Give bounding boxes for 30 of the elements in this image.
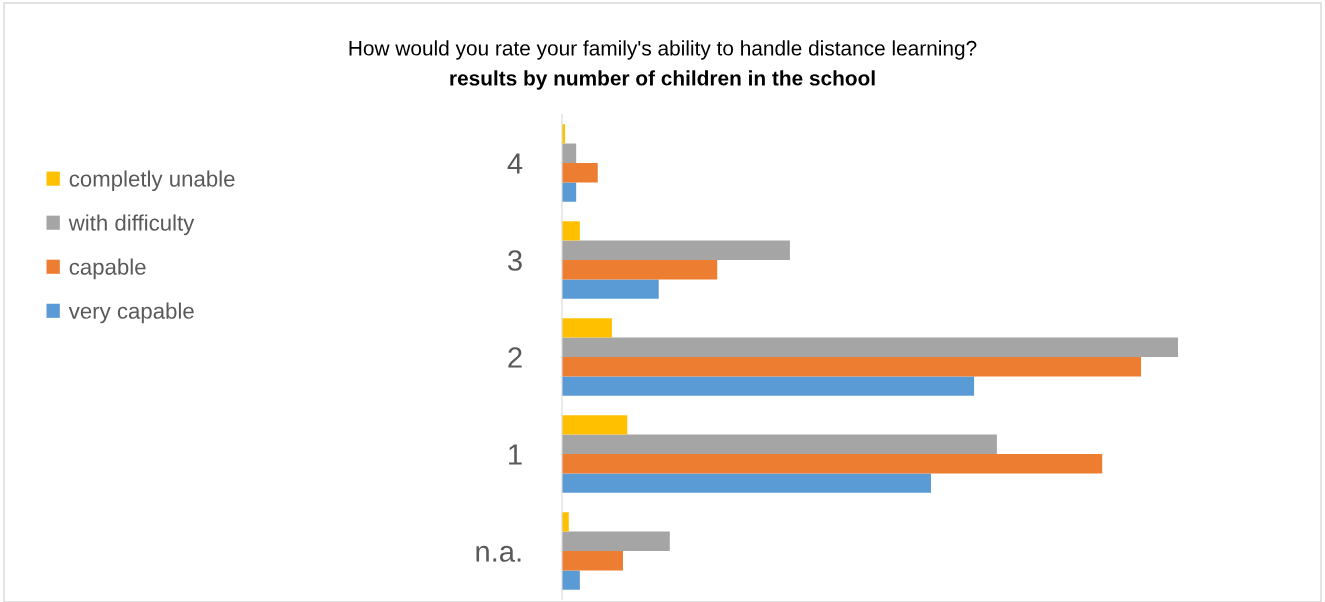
chart-subtitle: results by number of children in the school xyxy=(450,70,875,90)
y-tick-label: 1 xyxy=(509,444,522,465)
bar xyxy=(562,473,931,493)
legend-label: very capable xyxy=(68,302,194,324)
bar xyxy=(562,143,577,163)
bar xyxy=(562,182,577,202)
bar xyxy=(562,240,790,260)
y-tick-label: 4 xyxy=(507,153,523,174)
bar xyxy=(562,221,580,241)
y-tick-label: 2 xyxy=(508,347,522,368)
bar xyxy=(562,163,598,183)
legend-label: completly unable xyxy=(69,170,235,192)
bar xyxy=(562,279,659,299)
legend-label: capable xyxy=(69,258,146,280)
bar xyxy=(562,434,997,454)
legend-label: with difficulty xyxy=(68,214,195,236)
bar xyxy=(562,570,580,590)
bar xyxy=(562,415,628,435)
bar xyxy=(562,551,623,571)
bar xyxy=(562,531,670,551)
bar xyxy=(562,260,718,280)
bar xyxy=(562,318,612,338)
bar xyxy=(562,357,1142,377)
bar xyxy=(562,512,569,532)
bar xyxy=(562,376,975,396)
bar xyxy=(562,454,1103,474)
bar xyxy=(562,337,1178,357)
chart-title: How would you rate your family's ability to handle distance learning? xyxy=(349,40,977,60)
y-tick-label: 3 xyxy=(508,250,522,271)
y-tick-label: n.a. xyxy=(476,545,521,562)
